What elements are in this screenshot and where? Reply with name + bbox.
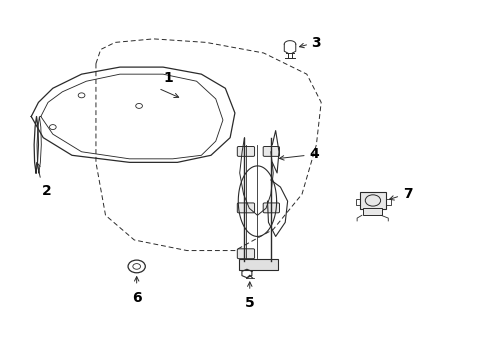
Text: 5: 5 [244, 296, 254, 310]
Bar [238, 259, 278, 270]
Text: 6: 6 [132, 291, 141, 305]
Bar [385, 199, 390, 205]
Text: 1: 1 [163, 71, 172, 85]
Bar [359, 192, 385, 209]
FancyBboxPatch shape [263, 203, 279, 213]
Text: 4: 4 [308, 147, 318, 161]
Text: 7: 7 [402, 187, 411, 201]
Text: 3: 3 [311, 36, 321, 50]
Bar [355, 199, 360, 205]
FancyBboxPatch shape [237, 203, 254, 213]
FancyBboxPatch shape [237, 147, 254, 156]
Bar [363, 208, 381, 215]
FancyBboxPatch shape [263, 147, 279, 156]
FancyBboxPatch shape [237, 249, 254, 259]
Text: 2: 2 [42, 184, 52, 198]
